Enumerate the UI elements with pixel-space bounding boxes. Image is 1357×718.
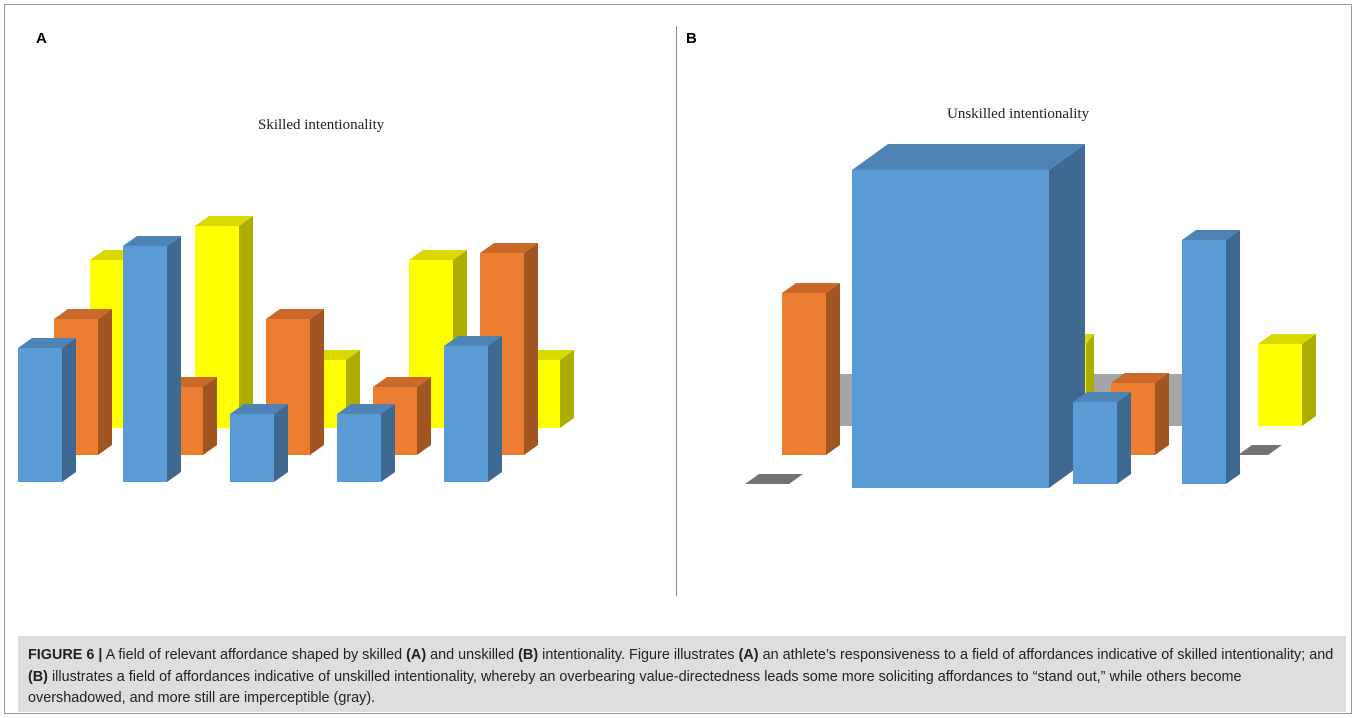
chart-a-blue-bar-4-front: [337, 414, 381, 482]
figure-caption: FIGURE 6 | A field of relevant affordanc…: [28, 645, 1338, 710]
chart-a-orange-bar-4-side: [417, 377, 431, 455]
chart-b-gray-bar-1: [745, 474, 803, 484]
chart-b-blue-bar-3-top: [1073, 392, 1131, 402]
caption-ref-a1: (A): [406, 647, 427, 663]
caption-text-3: intentionality. Figure illustrates: [538, 647, 739, 663]
chart-a-yellow-bar-2-side: [239, 216, 253, 428]
chart-a-blue-bar-4-top: [337, 404, 395, 414]
chart-a-orange-bar-1-side: [98, 309, 112, 455]
chart-b-orange-bar-4-top: [1111, 373, 1169, 383]
chart-a-blue-bar-2-front: [123, 246, 167, 482]
chart-b-blue-bar-5-front: [1182, 240, 1226, 484]
chart-a-blue-bar-3-front: [230, 414, 274, 482]
chart-a-blue-bar-4-side: [381, 404, 395, 482]
chart-a-blue-bar-3-side: [274, 404, 288, 482]
chart-a-blue-bar-2-side: [167, 236, 181, 482]
chart-unskilled-intentionality: [745, 144, 1316, 488]
caption-ref-a2: (A): [738, 647, 759, 663]
panel-b-letter: B: [686, 30, 697, 47]
chart-b-blue-bar-2-front: [852, 170, 1049, 488]
chart-a-yellow-bar-5-side: [560, 350, 574, 428]
chart-b-blue-bar-5-side: [1226, 230, 1240, 484]
chart-a-blue-bar-5-side: [488, 336, 502, 482]
chart-b-blue-bar-3-side: [1117, 392, 1131, 484]
caption-background: [18, 636, 1346, 712]
chart-a-blue-bar-1-side: [62, 338, 76, 482]
chart-a-blue-bar-5-front: [444, 346, 488, 482]
panel-a-title: Skilled intentionality: [258, 117, 385, 133]
chart-b-yellow-bar-5-top: [1258, 334, 1316, 344]
panel-a-letter: A: [36, 30, 47, 47]
chart-a-blue-bar-2-top: [123, 236, 181, 246]
chart-a-orange-bar-1-top: [54, 309, 112, 319]
chart-a-orange-bar-5-top: [480, 243, 538, 253]
chart-a-orange-bar-2-side: [203, 377, 217, 455]
chart-a-blue-bar-1-top: [18, 338, 76, 348]
caption-ref-b1: (B): [518, 647, 539, 663]
caption-label: FIGURE 6 |: [28, 647, 103, 663]
chart-a-orange-bar-5-side: [524, 243, 538, 455]
chart-a-orange-bar-3-top: [266, 309, 324, 319]
chart-b-blue-bar-3-front: [1073, 402, 1117, 484]
chart-a-yellow-bar-2-top: [195, 216, 253, 226]
caption-text-2: and unskilled: [426, 647, 519, 663]
chart-b-yellow-bar-5-side: [1302, 334, 1316, 426]
affordance-charts: [18, 144, 1316, 488]
chart-a-blue-bar-5-top: [444, 336, 502, 346]
chart-b-orange-bar-1-top: [782, 283, 840, 293]
chart-a-blue-bar-1-front: [18, 348, 62, 482]
chart-b-orange-bar-4-side: [1155, 373, 1169, 455]
caption-text-4: an athlete’s responsiveness to a field o…: [758, 647, 1334, 663]
panel-divider: [676, 26, 677, 596]
chart-b-orange-bar-1-front: [782, 293, 826, 455]
chart-a-orange-bar-4-top: [373, 377, 431, 387]
panel-b-title: Unskilled intentionality: [947, 106, 1090, 122]
caption-text-5: illustrates a field of affordances indic…: [28, 668, 1242, 707]
chart-b-yellow-bar-5-front: [1258, 344, 1302, 426]
chart-a-blue-bar-3-top: [230, 404, 288, 414]
caption-ref-b2: (B): [28, 668, 48, 685]
caption-text-1: A field of relevant affordance shaped by…: [102, 647, 407, 663]
chart-b-gray-bar-5: [1238, 445, 1282, 455]
chart-b-orange-bar-1-side: [826, 283, 840, 455]
chart-a-orange-bar-3-side: [310, 309, 324, 455]
chart-b-blue-bar-2-top: [852, 144, 1085, 170]
chart-b-blue-bar-5-top: [1182, 230, 1240, 240]
chart-skilled-intentionality: [18, 216, 574, 482]
chart-a-yellow-bar-4-top: [409, 250, 467, 260]
